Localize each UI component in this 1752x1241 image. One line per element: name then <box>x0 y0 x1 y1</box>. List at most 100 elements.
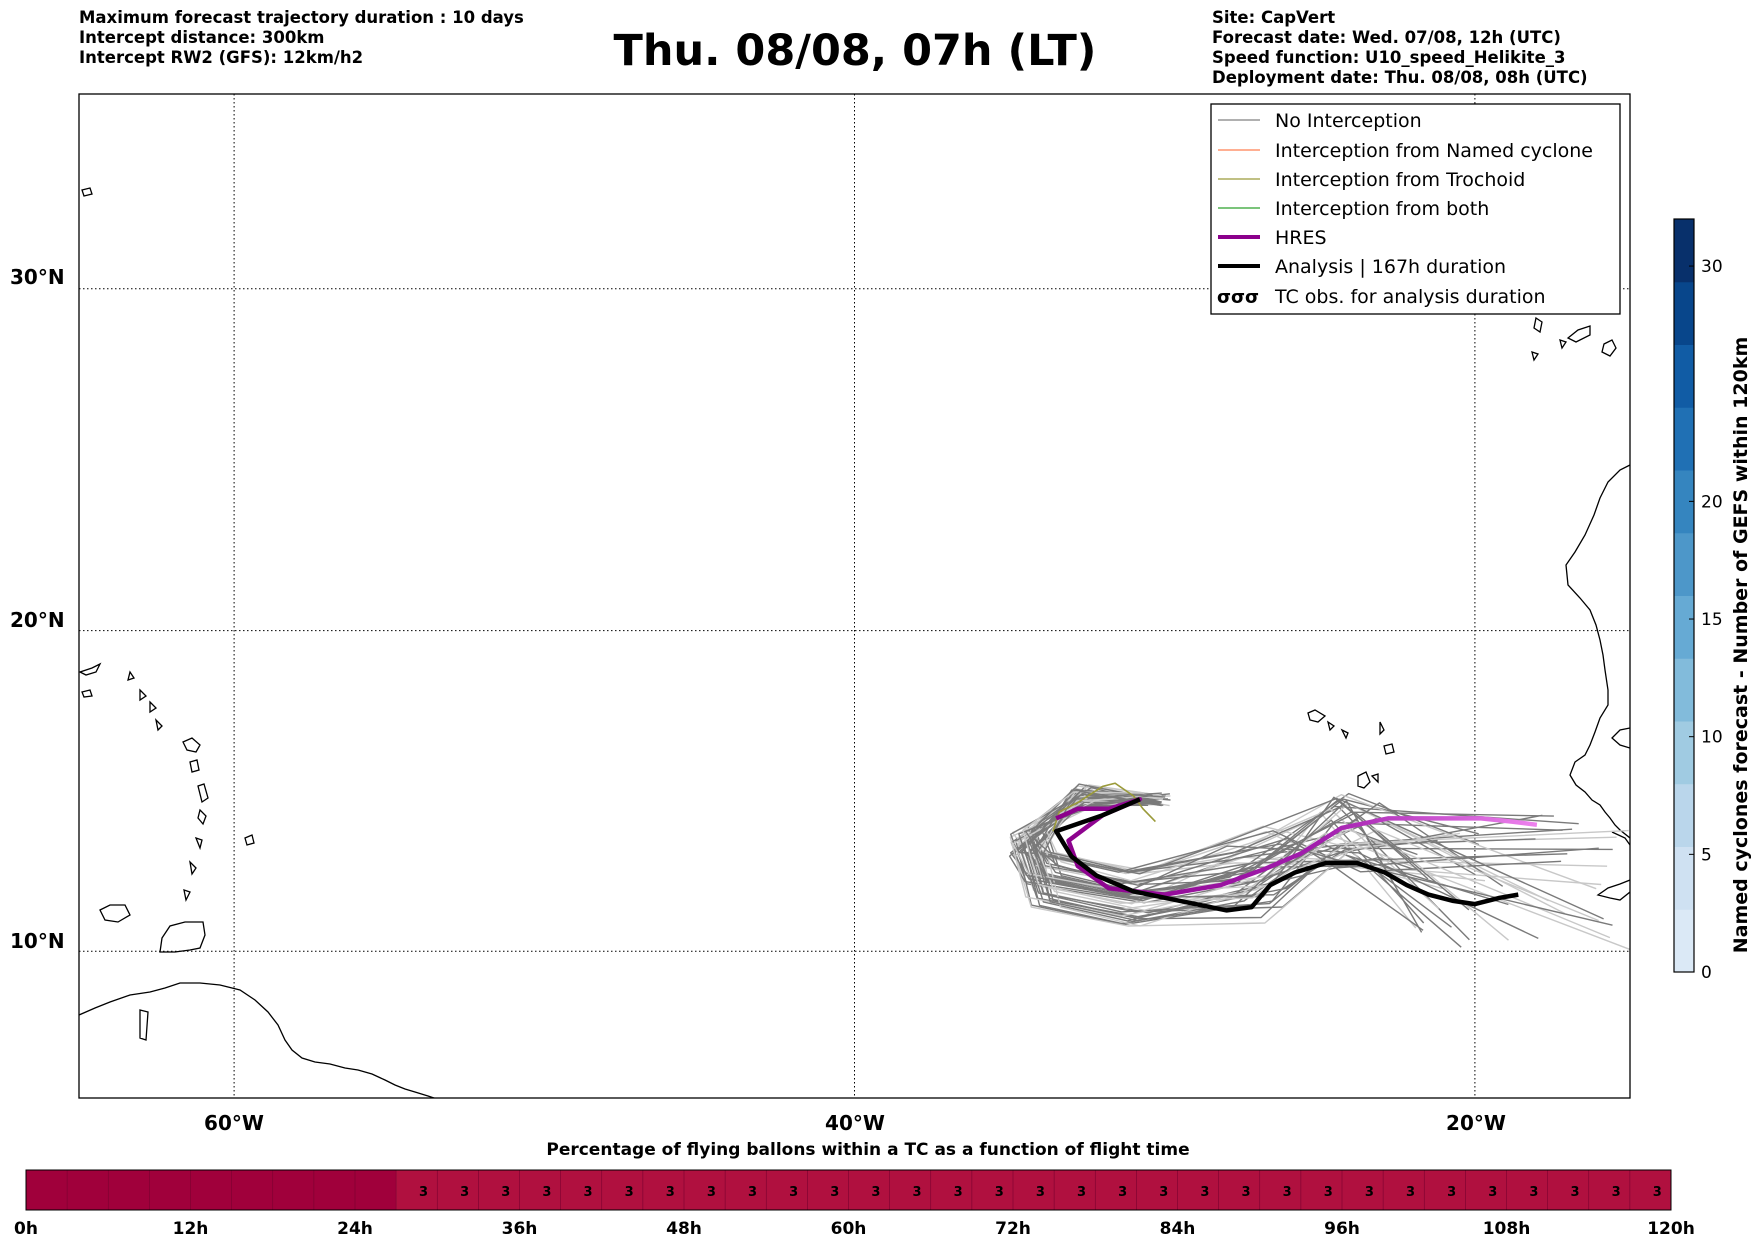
colorbar-segment <box>1674 344 1694 408</box>
timeline-filled-segment <box>396 1170 1671 1210</box>
timeline-cell-value: 3 <box>1529 1185 1538 1200</box>
colorbar-label: Named cyclones forecast - Number of GEFS… <box>1730 337 1752 954</box>
colorbar-frame <box>1673 218 1695 973</box>
timeline-cell-value: 3 <box>1118 1185 1127 1200</box>
timeline-tick-label: 0h <box>14 1219 38 1239</box>
legend: No Interception Interception from Named … <box>1210 103 1621 315</box>
timeline-tick-label: 72h <box>995 1219 1031 1239</box>
legend-label-hres: HRES <box>1275 227 1327 249</box>
west-africa-coast <box>1596 727 1630 901</box>
timeline-tick-label: 60h <box>831 1219 867 1239</box>
speed-function-text: Speed function: U10_speed_Helikite_3 <box>1212 48 1566 67</box>
colorbar-segment <box>1674 783 1694 847</box>
coastlines <box>79 187 1630 1098</box>
timeline-tick-label: 12h <box>173 1219 209 1239</box>
colorbar-segment <box>1674 909 1694 973</box>
lesser-antilles-coast <box>182 737 209 902</box>
timeline-cell-value: 3 <box>1159 1185 1168 1200</box>
tc-obs-symbol-icon: σσσ <box>1217 287 1259 308</box>
timeline-cell-value: 3 <box>1324 1185 1333 1200</box>
timeline-cell-value: 3 <box>707 1185 716 1200</box>
timeline-cell-value: 3 <box>1406 1185 1415 1200</box>
colorbar-tick-label: 10 <box>1701 728 1723 748</box>
timeline-cell-value: 3 <box>1242 1185 1251 1200</box>
colorbar-tick-label: 20 <box>1701 492 1723 512</box>
ensemble-trajectory <box>1029 788 1470 911</box>
timeline-cell-value: 3 <box>871 1185 880 1200</box>
timeline-cell-value: 3 <box>625 1185 634 1200</box>
site-info: Site: CapVert Forecast date: Wed. 07/08,… <box>1212 8 1588 88</box>
legend-box <box>1210 103 1621 315</box>
timeline-cell-value: 3 <box>1653 1185 1662 1200</box>
timeline-cell-value: 3 <box>995 1185 1004 1200</box>
colorbar: 0 5 10 15 20 30 <box>1673 218 1723 983</box>
lon-label-20w: 20°W <box>1446 1111 1506 1135</box>
timeline-empty-segment <box>26 1170 397 1210</box>
forecast-date-text: Forecast date: Wed. 07/08, 12h (UTC) <box>1212 28 1561 47</box>
timeline-tick-label: 84h <box>1160 1219 1196 1239</box>
timeline-cell-value: 3 <box>584 1185 593 1200</box>
timeline-cell-value: 3 <box>501 1185 510 1200</box>
colorbar-segment <box>1674 846 1694 910</box>
timeline-cell-value: 3 <box>913 1185 922 1200</box>
lon-label-40w: 40°W <box>825 1111 885 1135</box>
lon-label-60w: 60°W <box>204 1111 264 1135</box>
colorbar-tick-label: 0 <box>1701 963 1712 983</box>
lat-label-10: 10°N <box>10 929 65 953</box>
colorbar-tick-label: 15 <box>1701 610 1723 630</box>
colorbar-segment <box>1674 721 1694 785</box>
intercept-rw2-text: Intercept RW2 (GFS): 12km/h2 <box>79 48 364 67</box>
axis-labels: 30°N 20°N 10°N 60°W 40°W 20°W <box>10 265 1506 1135</box>
timeline-cell-value: 3 <box>666 1185 675 1200</box>
timeline-tick-label: 108h <box>1483 1219 1531 1239</box>
timeline-cell-value: 3 <box>748 1185 757 1200</box>
colorbar-tick-label: 5 <box>1701 845 1712 865</box>
south-america-coast <box>79 982 437 1098</box>
ensemble-trajectory <box>1034 789 1423 933</box>
timeline-tick-label: 120h <box>1647 1219 1695 1239</box>
legend-label-both: Interception from both <box>1275 198 1489 220</box>
colorbar-segment <box>1674 595 1694 659</box>
forecast-parameters: Maximum forecast trajectory duration : 1… <box>79 8 524 68</box>
lat-label-30: 30°N <box>10 265 65 289</box>
colorbar-segment <box>1674 281 1694 345</box>
timeline-bar: 3 3 3 3 3 3 3 3 3 3 3 3 3 3 3 3 3 3 3 3 3 3 3 3 3 3 3 3 3 3 3 0h 12h 24h 3… <box>14 1169 1695 1239</box>
timeline-cell-value: 3 <box>830 1185 839 1200</box>
ensemble-trajectory <box>1022 791 1599 922</box>
timeline-tick-label: 36h <box>502 1219 538 1239</box>
colorbar-segment <box>1674 658 1694 722</box>
timeline-tick-label: 96h <box>1324 1219 1360 1239</box>
colorbar-segment <box>1674 532 1694 596</box>
timeline-frame <box>25 1169 1672 1211</box>
timeline-cell-value: 3 <box>1365 1185 1374 1200</box>
timeline-tick-label: 48h <box>666 1219 702 1239</box>
ensemble-trajectory <box>1032 790 1613 926</box>
ensemble-trajectory <box>1018 802 1414 900</box>
legend-label-analysis: Analysis | 167h duration <box>1275 256 1506 278</box>
timeline-cell-value: 3 <box>419 1185 428 1200</box>
timeline-cell-value: 3 <box>1612 1185 1621 1200</box>
legend-label-trochoid: Interception from Trochoid <box>1275 169 1525 191</box>
colorbar-segment <box>1674 407 1694 471</box>
timeline-title: Percentage of flying ballons within a TC… <box>546 1140 1189 1160</box>
timeline-cell-value: 3 <box>542 1185 551 1200</box>
map-frame <box>78 93 1631 1099</box>
trochoid-trajectory <box>1052 782 1156 832</box>
timeline-cell-value: 3 <box>1077 1185 1086 1200</box>
timeline-cell-value: 3 <box>1200 1185 1209 1200</box>
deployment-date-text: Deployment date: Thu. 08/08, 08h (UTC) <box>1212 68 1588 87</box>
intercept-distance-text: Intercept distance: 300km <box>79 28 325 47</box>
cape-verde-islands-coast <box>1307 709 1395 789</box>
legend-label-no-interception: No Interception <box>1275 110 1422 132</box>
timeline-cell-value: 3 <box>1283 1185 1292 1200</box>
legend-label-named-cyclone: Interception from Named cyclone <box>1275 140 1593 162</box>
timeline-cell-value: 3 <box>789 1185 798 1200</box>
timeline-cell-value: 3 <box>1488 1185 1497 1200</box>
timeline-cell-value: 3 <box>954 1185 963 1200</box>
timeline-cell-value: 3 <box>1447 1185 1456 1200</box>
legend-label-tc-obs: TC obs. for analysis duration <box>1274 286 1546 308</box>
timeline-cell-value: 3 <box>1571 1185 1580 1200</box>
max-duration-text: Maximum forecast trajectory duration : 1… <box>79 8 524 27</box>
lat-label-20: 20°N <box>10 608 65 632</box>
